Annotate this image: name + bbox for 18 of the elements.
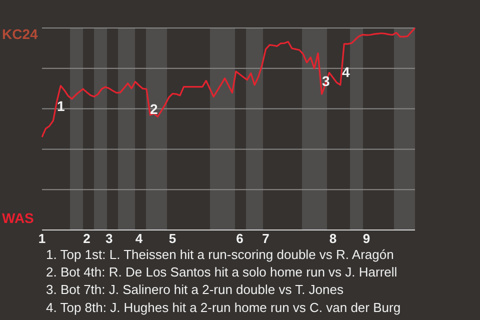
x-tick-label: 3 (106, 231, 113, 246)
x-tick-label: 5 (168, 231, 176, 246)
annotation: 4 (342, 64, 350, 80)
annotation: 1 (57, 98, 65, 114)
x-tick-label: 4 (135, 231, 144, 246)
x-tick-label: 6 (236, 231, 244, 246)
x-tick-label: 9 (362, 231, 370, 246)
text: 3. Bot 7th: J. Salinero hit a 2-run double vs T. Jones (46, 282, 344, 298)
text: KC24 (2, 26, 38, 42)
text: WAS (2, 210, 34, 226)
x-tick-label: 8 (329, 231, 337, 246)
x-tick-label: 7 (262, 231, 270, 246)
x-tick-label: 2 (83, 231, 90, 246)
x-tick-label: 1 (38, 231, 46, 246)
text: 2. Bot 4th: R. De Los Santos hit a solo home run vs J. Harrell (46, 264, 398, 280)
text: 1. Top 1st: L. Theissen hit a run-scoring double vs R. Aragón (46, 247, 394, 262)
annotation: 2 (150, 101, 158, 117)
text: 4. Top 8th: J. Hughes hit a 2-run home run vs C. van der Burg (46, 300, 401, 315)
